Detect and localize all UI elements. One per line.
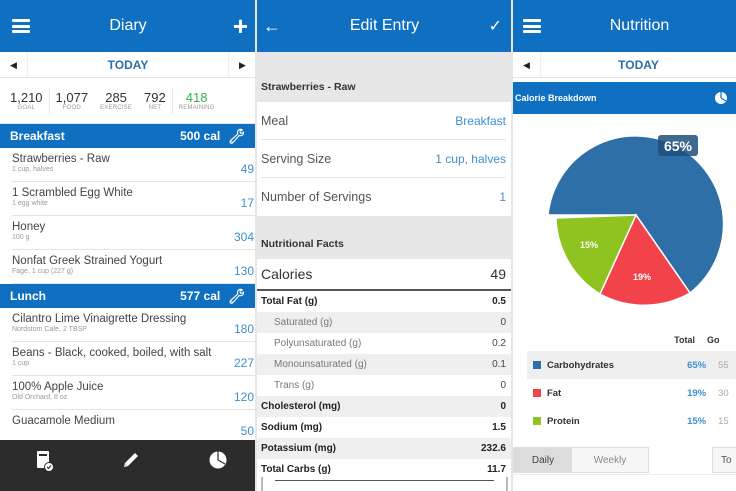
wrench-icon[interactable]: 🔧︎: [228, 127, 246, 144]
food-item[interactable]: Beans - Black, cooked, boiled, with salt…: [0, 342, 256, 376]
wrench-icon[interactable]: 🔧︎: [228, 287, 246, 304]
macro-row-protein: Protein 15% 15: [527, 407, 736, 435]
fat-swatch: [533, 389, 541, 397]
diary-screen: Diary + ◀ TODAY ▶ 1,210 GOAL 1,077 FOOD …: [0, 0, 256, 491]
pencil-icon: [124, 453, 138, 467]
food-item[interactable]: Nonfat Greek Strained Yogurt Fage, 1 cup …: [0, 250, 256, 284]
macro-table-header: Total Go: [674, 335, 720, 345]
nutritional-facts-header: Nutritional Facts: [257, 216, 512, 259]
food-item[interactable]: Strawberries - Raw 1 cup, halves 49: [0, 148, 256, 182]
nutrition-screen: Nutrition ◀ TODAY Calorie Breakdown 65% …: [513, 0, 736, 491]
tab-diary[interactable]: [36, 450, 54, 472]
food-item[interactable]: 1 Scrambled Egg White 1 egg white 17: [0, 182, 256, 216]
meal-field[interactable]: Meal Breakfast: [257, 102, 512, 140]
nutrient-row: Monounsaturated (g) 0.1: [257, 354, 512, 375]
food-name-header: Strawberries - Raw: [257, 52, 512, 102]
bottom-area: [513, 474, 736, 491]
weekly-tab[interactable]: Weekly: [572, 448, 648, 472]
protein-swatch: [533, 417, 541, 425]
food-item[interactable]: 100% Apple Juice Old Orchard, 8 oz 120: [0, 376, 256, 410]
summary-goal: 1,210 GOAL: [10, 90, 43, 111]
checkmark-icon: ✓: [488, 18, 502, 35]
pie-chart-icon: [209, 451, 227, 469]
calorie-breakdown-header: Calorie Breakdown: [513, 82, 736, 114]
serving-size-field[interactable]: Serving Size 1 cup, halves: [257, 140, 512, 178]
period-toggle: Daily Weekly: [513, 447, 649, 473]
divider: [48, 87, 50, 114]
nutrient-row: Polyunsaturated (g) 0.2: [274, 338, 506, 349]
divider: [275, 480, 494, 481]
macro-row-carbohydrates: Carbohydrates 65% 55: [527, 351, 736, 379]
date-label[interactable]: TODAY: [618, 57, 659, 72]
diary-check-icon: [37, 451, 54, 472]
nutrient-row: Total Fat (g) 0.5: [261, 296, 506, 307]
save-button[interactable]: ✓: [489, 0, 502, 52]
meal-header-lunch[interactable]: Lunch 577 cal 🔧︎: [0, 284, 256, 308]
frame-edge: [506, 477, 508, 491]
date-label[interactable]: TODAY: [107, 57, 149, 72]
nutrient-row: Total Carbs (g) 11.7: [261, 464, 506, 475]
macro-row-fat: Fat 19% 30: [527, 379, 736, 407]
diary-app-bar: Diary +: [0, 0, 256, 52]
bottom-tab-bar: [0, 440, 256, 491]
divider: [171, 87, 173, 114]
previous-day-button[interactable]: ◀: [0, 51, 28, 78]
summary-net: 792 NET: [144, 90, 166, 111]
food-item[interactable]: Cilantro Lime Vinaigrette Dressing Nordst…: [0, 308, 256, 342]
today-button[interactable]: To: [712, 447, 736, 473]
edit-entry-screen: ← Edit Entry ✓ Strawberries - Raw Meal B…: [257, 0, 512, 491]
date-navigator: ◀ TODAY: [513, 51, 736, 78]
nutrient-row: Cholesterol (mg) 0: [257, 396, 512, 417]
svg-text:15%: 15%: [580, 240, 598, 250]
frame-edge: [261, 477, 263, 491]
calorie-pie-chart: 65% 19% 15%: [513, 114, 736, 329]
nutrient-row: Trans (g) 0: [274, 380, 506, 391]
date-navigator: ◀ TODAY ▶: [0, 51, 256, 78]
tab-nutrition[interactable]: [208, 450, 228, 470]
panel-divider: [255, 0, 257, 491]
summary-exercise: 285 EXERCISE: [100, 90, 133, 111]
calories-row: Calories 49: [257, 259, 512, 291]
svg-text:19%: 19%: [633, 272, 651, 282]
pie-slice-protein: [555, 214, 638, 296]
plus-icon: +: [232, 11, 248, 41]
previous-day-button[interactable]: ◀: [513, 51, 541, 78]
nutrient-row: Potassium (mg) 232.6: [257, 438, 512, 459]
page-title: Edit Entry: [349, 17, 420, 34]
back-arrow-icon: ←: [263, 15, 281, 36]
nutrient-row: Saturated (g) 0: [257, 312, 512, 333]
food-item[interactable]: Guacamole Medium 50: [0, 410, 256, 444]
panel-divider: [511, 0, 513, 491]
summary-food: 1,077 FOOD: [55, 90, 89, 111]
number-of-servings-field[interactable]: Number of Servings 1: [261, 190, 506, 204]
add-entry-button[interactable]: +: [233, 0, 248, 52]
hamburger-icon: [523, 19, 541, 33]
summary-remaining: 418 REMAINING: [178, 90, 215, 111]
page-title: Nutrition: [609, 17, 670, 34]
nutrient-row: Sodium (mg) 1.5: [261, 422, 506, 433]
svg-text:65%: 65%: [664, 138, 693, 154]
pie-chart-icon[interactable]: [714, 91, 728, 105]
meal-header-breakfast[interactable]: Breakfast 500 cal 🔧︎: [0, 124, 256, 148]
pie-slice-fat: [599, 213, 692, 307]
carbohydrates-swatch: [533, 361, 541, 369]
page-title: Diary: [109, 17, 147, 34]
edit-entry-app-bar: ← Edit Entry ✓: [257, 0, 512, 52]
hamburger-icon: [12, 19, 30, 33]
tab-edit[interactable]: [121, 450, 141, 470]
nutrition-app-bar: Nutrition: [513, 0, 736, 52]
daily-tab[interactable]: Daily: [514, 448, 572, 472]
back-button[interactable]: ←: [263, 0, 281, 52]
next-day-button[interactable]: ▶: [228, 51, 256, 78]
menu-button[interactable]: [523, 0, 541, 52]
menu-button[interactable]: [12, 0, 30, 52]
food-item[interactable]: Honey 100 g 304: [0, 216, 256, 250]
calorie-summary: 1,210 GOAL 1,077 FOOD 285 EXERCISE 792 N…: [0, 78, 256, 124]
